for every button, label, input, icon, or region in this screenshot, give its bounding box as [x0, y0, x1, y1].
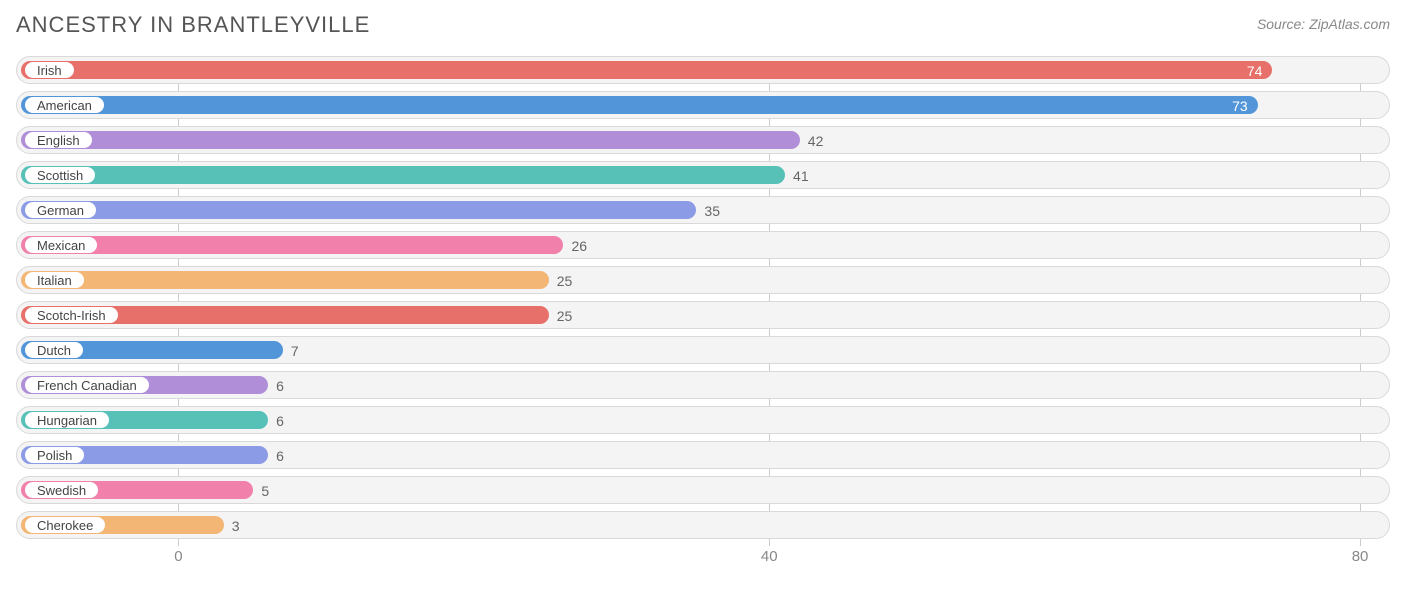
bar-label-pill: Cherokee: [24, 516, 106, 534]
bar-row: Cherokee 3: [16, 511, 1390, 539]
bar-label-pill: Polish: [24, 446, 85, 464]
bar-value: 7: [283, 337, 299, 365]
bar-value: 74: [17, 57, 1272, 85]
bar-row: Irish74: [16, 56, 1390, 84]
x-tick-label: 40: [761, 548, 778, 565]
bar-value: 73: [17, 92, 1258, 120]
bar-label-pill: Hungarian: [24, 411, 110, 429]
chart-plot: Irish74 American73 English 42 Scottish 41 Germ…: [16, 56, 1390, 546]
x-tick-label: 80: [1352, 548, 1369, 565]
chart-source: Source: ZipAtlas.com: [1257, 16, 1390, 32]
bar-label-pill: Scotch-Irish: [24, 306, 119, 324]
bar-row: Scottish 41: [16, 161, 1390, 189]
bar-value: 25: [549, 302, 573, 330]
bar-fill: [21, 201, 696, 219]
bar-row: Scotch-Irish 25: [16, 301, 1390, 329]
bar-value: 5: [253, 477, 269, 505]
bar-row: French Canadian 6: [16, 371, 1390, 399]
bar-label-pill: English: [24, 131, 93, 149]
x-axis-ticks: 0 40 80: [16, 548, 1390, 572]
bar-value: 25: [549, 267, 573, 295]
bar-value: 42: [800, 127, 824, 155]
chart-header: ANCESTRY IN BRANTLEYVILLE Source: ZipAtl…: [16, 12, 1390, 38]
bar-fill: [21, 131, 800, 149]
bar-value: 6: [268, 442, 284, 470]
bar-row: English 42: [16, 126, 1390, 154]
bar-fill: [21, 236, 563, 254]
bar-label-pill: Swedish: [24, 481, 99, 499]
bar-label-pill: Dutch: [24, 341, 84, 359]
bar-row: Mexican 26: [16, 231, 1390, 259]
bar-label-pill: Scottish: [24, 166, 96, 184]
bar-value: 3: [224, 512, 240, 540]
chart-area: Irish74 American73 English 42 Scottish 41 Germ…: [16, 56, 1390, 574]
bar-row: American73: [16, 91, 1390, 119]
bar-label-pill: German: [24, 201, 97, 219]
bar-row: Swedish 5: [16, 476, 1390, 504]
bar-fill: [21, 166, 785, 184]
x-tick-label: 0: [174, 548, 182, 565]
bar-value: 26: [563, 232, 587, 260]
bar-value: 41: [785, 162, 809, 190]
bar-label-pill: French Canadian: [24, 376, 150, 394]
bar-row: German 35: [16, 196, 1390, 224]
bar-row: Dutch 7: [16, 336, 1390, 364]
bar-value: 35: [696, 197, 720, 225]
bar-label-pill: Italian: [24, 271, 85, 289]
bar-label-pill: Mexican: [24, 236, 98, 254]
bar-row: Hungarian 6: [16, 406, 1390, 434]
bar-row: Italian 25: [16, 266, 1390, 294]
chart-title: ANCESTRY IN BRANTLEYVILLE: [16, 12, 370, 38]
bar-value: 6: [268, 407, 284, 435]
bar-value: 6: [268, 372, 284, 400]
bar-fill: [21, 271, 549, 289]
bar-row: Polish 6: [16, 441, 1390, 469]
